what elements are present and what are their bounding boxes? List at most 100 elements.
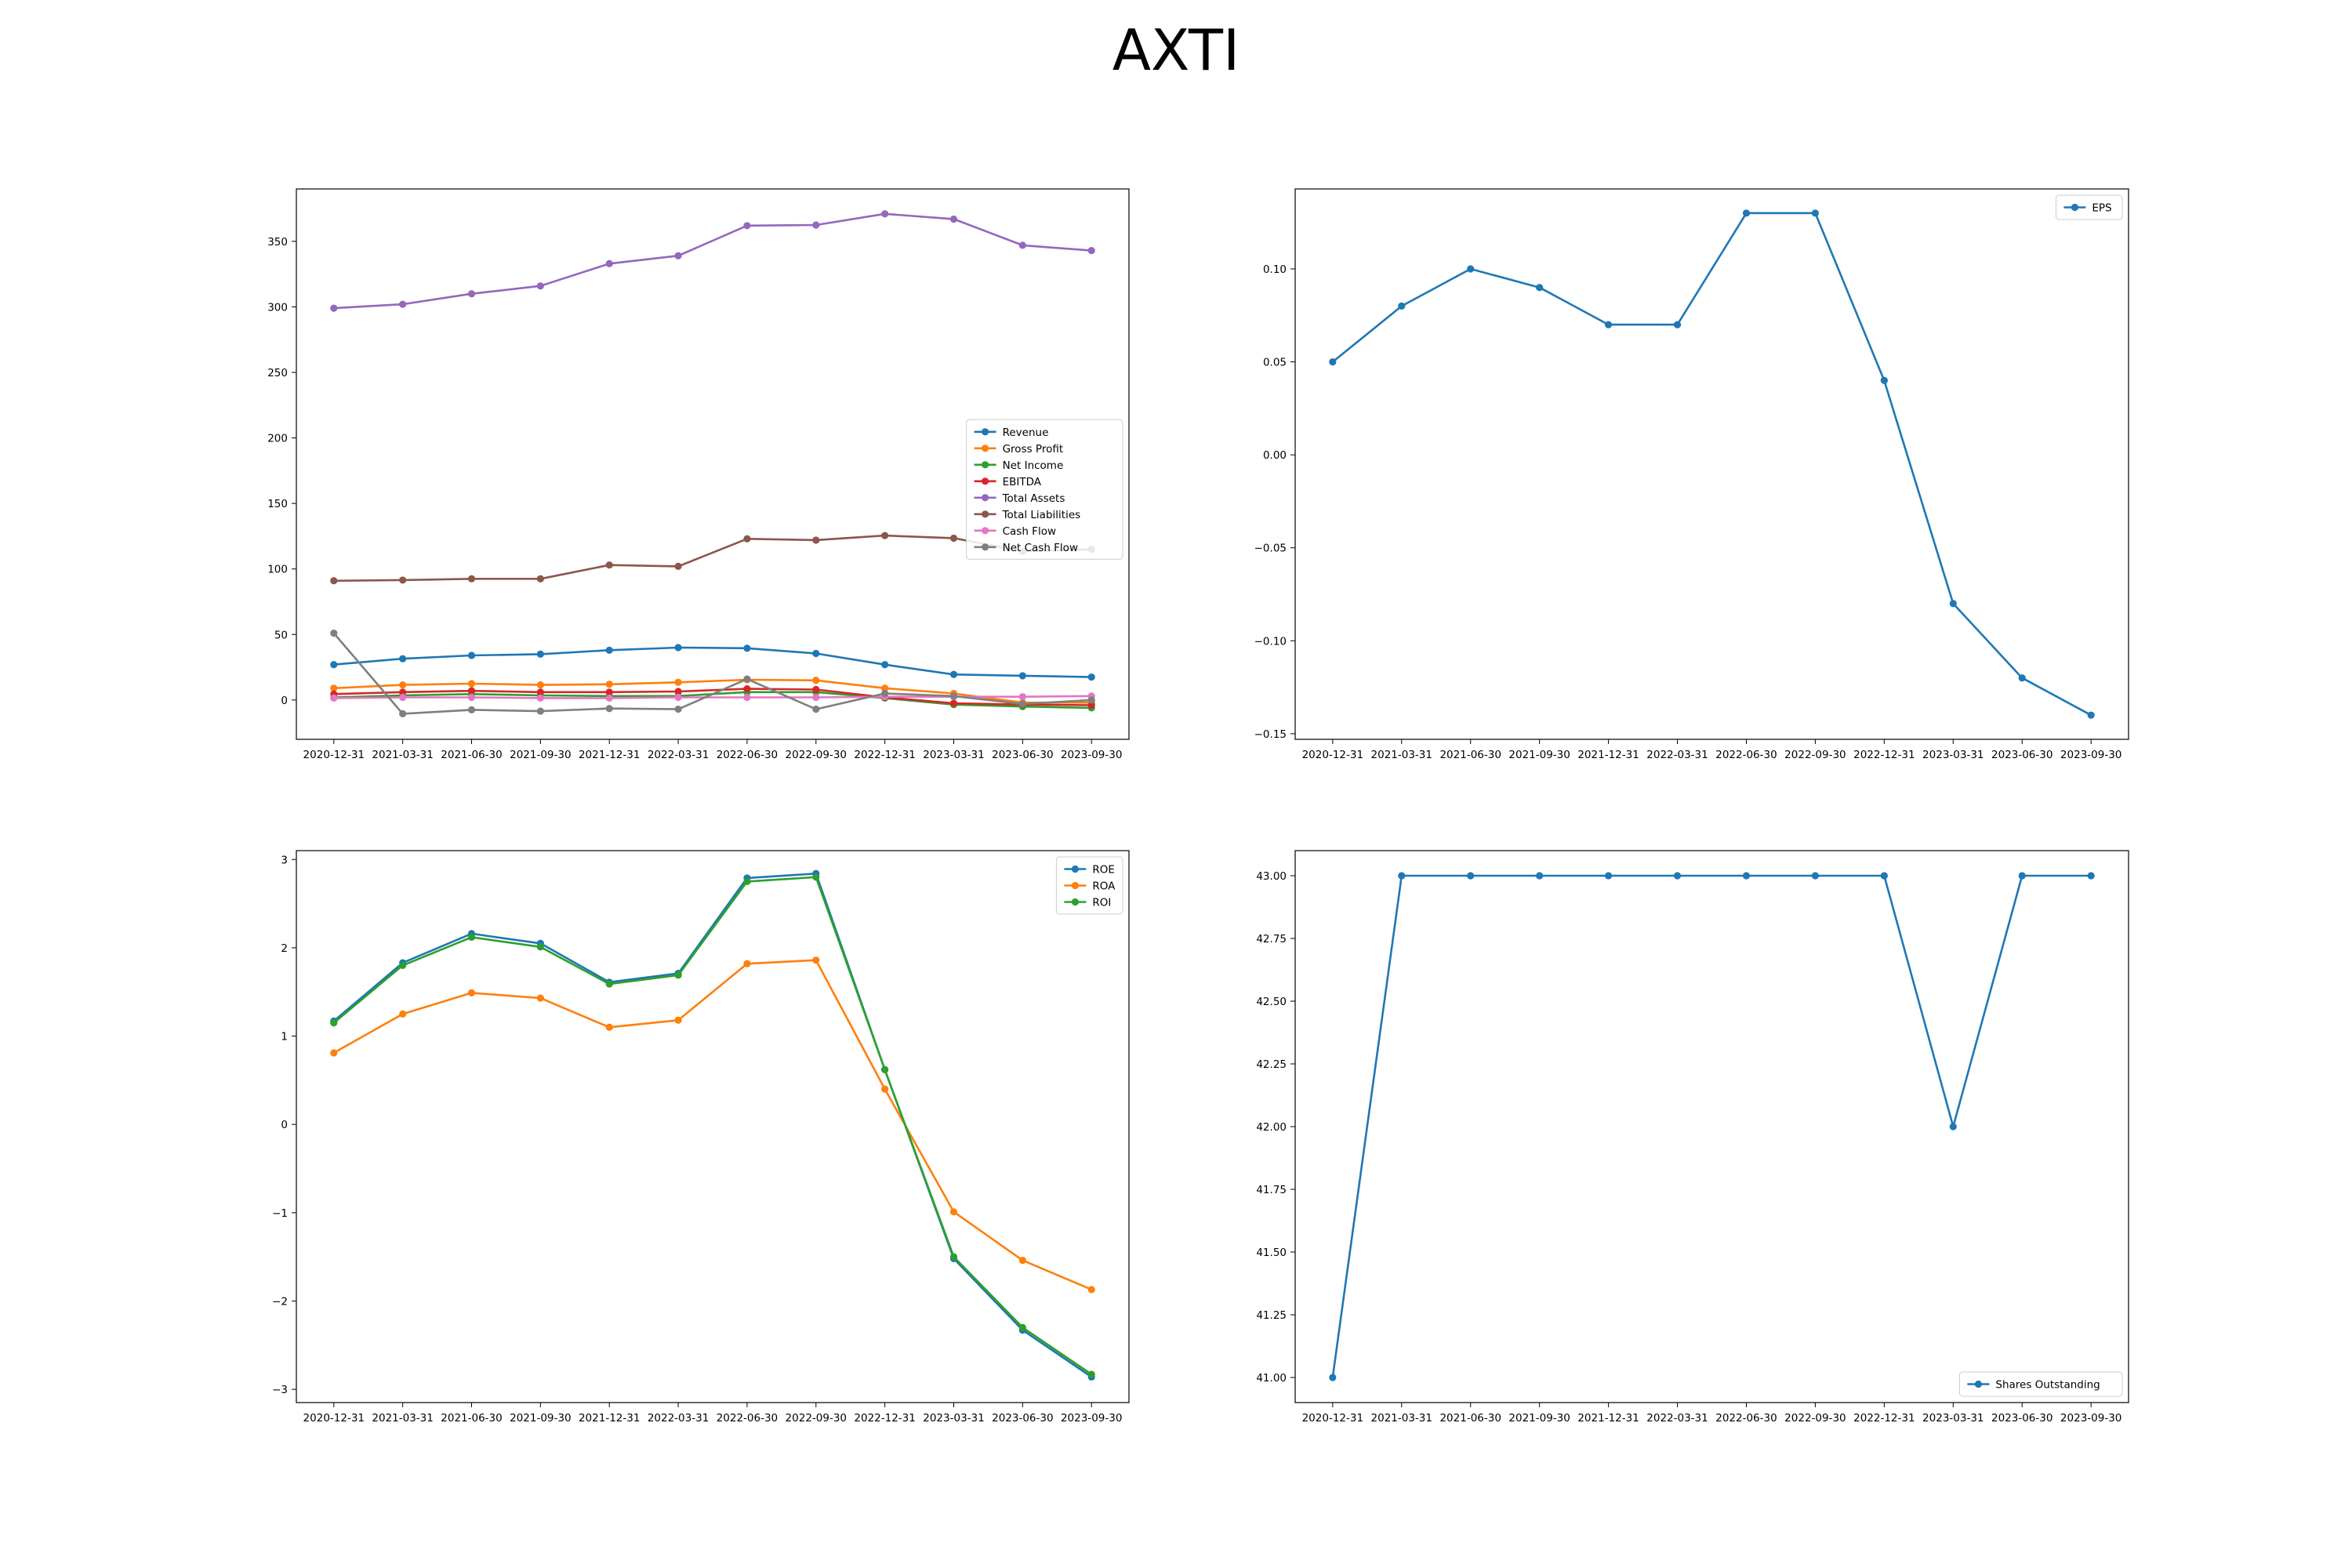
data-point bbox=[467, 290, 476, 298]
legend: ROE ROA ROI bbox=[1055, 856, 1123, 915]
data-point bbox=[743, 222, 751, 230]
data-point bbox=[1949, 600, 1957, 608]
series-total-liabilities bbox=[330, 532, 1095, 585]
legend: Shares Outstanding bbox=[1958, 1371, 2123, 1397]
series-line bbox=[332, 873, 1092, 1378]
x-tick-label: 2021-09-30 bbox=[1508, 749, 1570, 761]
x-tick-label: 2022-03-31 bbox=[648, 1412, 709, 1425]
data-point bbox=[2087, 711, 2095, 719]
data-point bbox=[674, 1016, 682, 1024]
legend-marker bbox=[982, 477, 989, 485]
x-tick-label: 2022-09-30 bbox=[786, 1412, 847, 1425]
data-point bbox=[812, 677, 820, 684]
x-tick-label: 2020-12-31 bbox=[303, 749, 365, 761]
data-point bbox=[467, 652, 476, 659]
data-point bbox=[399, 1010, 407, 1018]
y-tick-label: 1 bbox=[281, 1031, 288, 1044]
legend: EPS bbox=[2055, 194, 2123, 220]
x-tick-label: 2023-06-30 bbox=[992, 749, 1053, 761]
legend-marker bbox=[982, 527, 989, 535]
chart-3: 2020-12-31 2021-03-31 2021-06-30 2021-09-30… bbox=[272, 850, 1130, 1425]
data-point bbox=[1467, 265, 1475, 273]
data-point bbox=[1467, 872, 1475, 880]
data-point bbox=[1604, 321, 1613, 328]
series-roe bbox=[330, 869, 1095, 1381]
data-point bbox=[330, 684, 338, 692]
plot-frame bbox=[296, 850, 1130, 1403]
x-tick-label: 2022-03-31 bbox=[1646, 1412, 1708, 1425]
data-point bbox=[605, 694, 613, 702]
y-tick-label: 50 bbox=[274, 629, 288, 641]
data-point bbox=[605, 688, 613, 696]
data-point bbox=[1673, 321, 1682, 328]
x-tick-label: 2023-09-30 bbox=[2060, 1412, 2122, 1425]
y-tick-label: −0.15 bbox=[1254, 728, 1287, 741]
data-point bbox=[881, 210, 889, 218]
series-roa bbox=[330, 956, 1095, 1294]
data-point bbox=[467, 575, 476, 583]
legend-marker bbox=[1071, 881, 1079, 890]
legend-marker bbox=[982, 428, 989, 436]
series-shares-outstanding bbox=[1329, 872, 2095, 1381]
y-tick-label: 41.75 bbox=[1256, 1184, 1287, 1196]
legend-label: Net Cash Flow bbox=[1003, 542, 1078, 554]
series-line bbox=[333, 959, 1092, 1290]
y-tick-label: 0.00 bbox=[1263, 449, 1287, 462]
data-point bbox=[536, 943, 544, 951]
y-tick-label: 42.00 bbox=[1256, 1121, 1287, 1134]
series-line bbox=[333, 678, 1092, 704]
series-line bbox=[1331, 874, 2092, 1378]
data-point bbox=[812, 221, 820, 229]
data-point bbox=[467, 693, 476, 702]
series-line bbox=[332, 632, 1092, 715]
y-tick-label: −2 bbox=[272, 1295, 288, 1308]
data-point bbox=[949, 1208, 958, 1216]
legend-label: Total Liabilities bbox=[1002, 509, 1081, 521]
y-tick-label: 350 bbox=[267, 236, 288, 249]
data-point bbox=[536, 282, 544, 290]
legend-label: ROA bbox=[1092, 880, 1116, 893]
data-point bbox=[605, 561, 613, 569]
x-tick-label: 2023-03-31 bbox=[1922, 749, 1984, 761]
data-point bbox=[743, 877, 751, 886]
x-tick-label: 2023-06-30 bbox=[1991, 749, 2053, 761]
series-net-cash-flow bbox=[330, 630, 1095, 718]
x-tick-label: 2022-12-31 bbox=[854, 1412, 915, 1425]
legend-marker bbox=[982, 543, 989, 551]
data-point bbox=[1087, 246, 1095, 255]
data-point bbox=[605, 980, 613, 988]
data-point bbox=[1811, 872, 1820, 880]
legend-label: ROE bbox=[1092, 864, 1115, 877]
data-point bbox=[743, 685, 751, 693]
data-point bbox=[881, 1085, 889, 1093]
data-point bbox=[330, 577, 338, 585]
data-point bbox=[674, 971, 682, 979]
data-point bbox=[399, 693, 407, 702]
plot-frame bbox=[296, 188, 1130, 740]
y-tick-label: 250 bbox=[267, 367, 288, 379]
y-tick-label: 0 bbox=[281, 1119, 288, 1131]
x-tick-label: 2023-09-30 bbox=[1061, 749, 1122, 761]
data-point bbox=[949, 670, 958, 678]
data-point bbox=[812, 685, 820, 694]
data-point bbox=[536, 650, 544, 658]
legend-label: ROI bbox=[1092, 897, 1111, 909]
data-point bbox=[330, 1019, 338, 1027]
data-point bbox=[1329, 1374, 1337, 1381]
data-point bbox=[743, 644, 751, 652]
data-point bbox=[536, 681, 544, 689]
legend-label: Net Income bbox=[1003, 459, 1064, 472]
y-tick-label: 41.00 bbox=[1256, 1372, 1287, 1385]
chart-2: 2020-12-31 2021-03-31 2021-06-30 2021-09-30… bbox=[1254, 188, 2129, 761]
data-point bbox=[1018, 241, 1026, 249]
legend-marker bbox=[982, 494, 989, 502]
legend-marker bbox=[1071, 865, 1079, 873]
y-tick-label: 0.05 bbox=[1263, 357, 1287, 369]
x-tick-label: 2022-03-31 bbox=[648, 749, 709, 761]
chart-4: 2020-12-31 2021-03-31 2021-06-30 2021-09-30… bbox=[1256, 850, 2129, 1425]
x-tick-label: 2021-06-30 bbox=[441, 749, 502, 761]
data-point bbox=[1329, 358, 1337, 366]
data-point bbox=[949, 215, 958, 223]
legend-label: EBITDA bbox=[1003, 476, 1042, 488]
